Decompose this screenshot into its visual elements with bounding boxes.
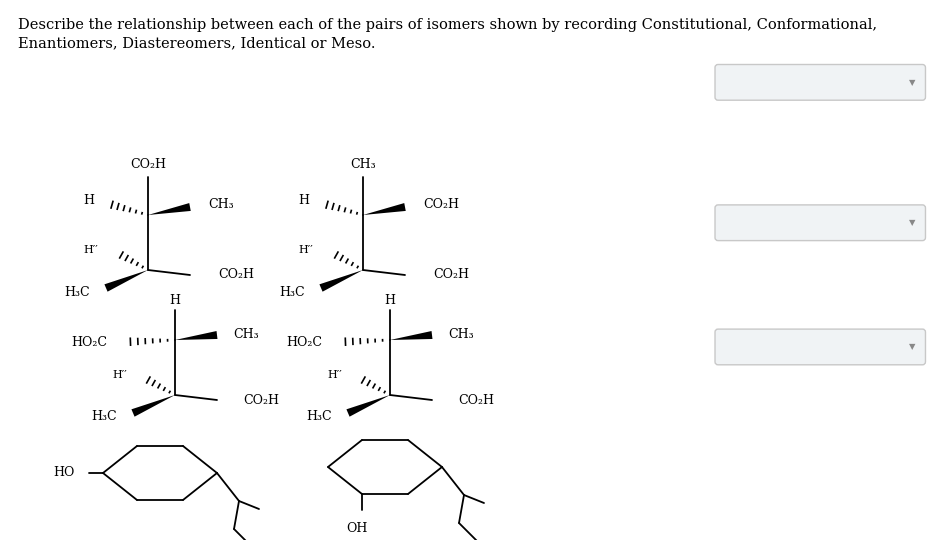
Text: H′′: H′′ (299, 245, 313, 255)
Polygon shape (346, 395, 390, 417)
Text: ▼: ▼ (909, 218, 916, 227)
Text: H′′: H′′ (327, 370, 342, 380)
Text: ▼: ▼ (909, 78, 916, 87)
Text: HO₂C: HO₂C (71, 335, 107, 348)
Text: H₃C: H₃C (280, 286, 305, 299)
FancyBboxPatch shape (715, 205, 925, 241)
Text: CO₂H: CO₂H (458, 394, 494, 407)
FancyBboxPatch shape (715, 329, 925, 365)
Text: H: H (384, 294, 396, 307)
FancyBboxPatch shape (715, 64, 925, 100)
Text: CH₃: CH₃ (208, 199, 234, 212)
Text: CO₂H: CO₂H (423, 199, 459, 212)
Polygon shape (175, 331, 218, 340)
Text: Enantiomers, Diastereomers, Identical or Meso.: Enantiomers, Diastereomers, Identical or… (18, 36, 376, 50)
Text: CH₃: CH₃ (350, 159, 376, 172)
Text: Describe the relationship between each of the pairs of isomers shown by recordin: Describe the relationship between each o… (18, 18, 877, 32)
Text: ▼: ▼ (909, 342, 916, 352)
Text: CO₂H: CO₂H (218, 268, 254, 281)
Text: CO₂H: CO₂H (433, 268, 469, 281)
Text: H₃C: H₃C (306, 410, 332, 423)
Polygon shape (148, 203, 191, 215)
Text: CO₂H: CO₂H (130, 159, 166, 172)
Text: H: H (298, 194, 309, 207)
Text: H: H (83, 194, 94, 207)
Text: HO₂C: HO₂C (286, 335, 322, 348)
Polygon shape (320, 270, 363, 292)
Text: H: H (169, 294, 181, 307)
Text: H′′: H′′ (112, 370, 127, 380)
Text: HO: HO (53, 467, 75, 480)
Text: H₃C: H₃C (91, 410, 117, 423)
Polygon shape (105, 270, 148, 292)
Polygon shape (390, 331, 433, 340)
Text: OH: OH (346, 522, 368, 535)
Polygon shape (131, 395, 175, 417)
Text: H₃C: H₃C (65, 286, 90, 299)
Text: CH₃: CH₃ (448, 327, 474, 341)
Polygon shape (363, 203, 406, 215)
Text: CO₂H: CO₂H (243, 394, 279, 407)
Text: H′′: H′′ (84, 245, 98, 255)
Text: CH₃: CH₃ (233, 327, 259, 341)
